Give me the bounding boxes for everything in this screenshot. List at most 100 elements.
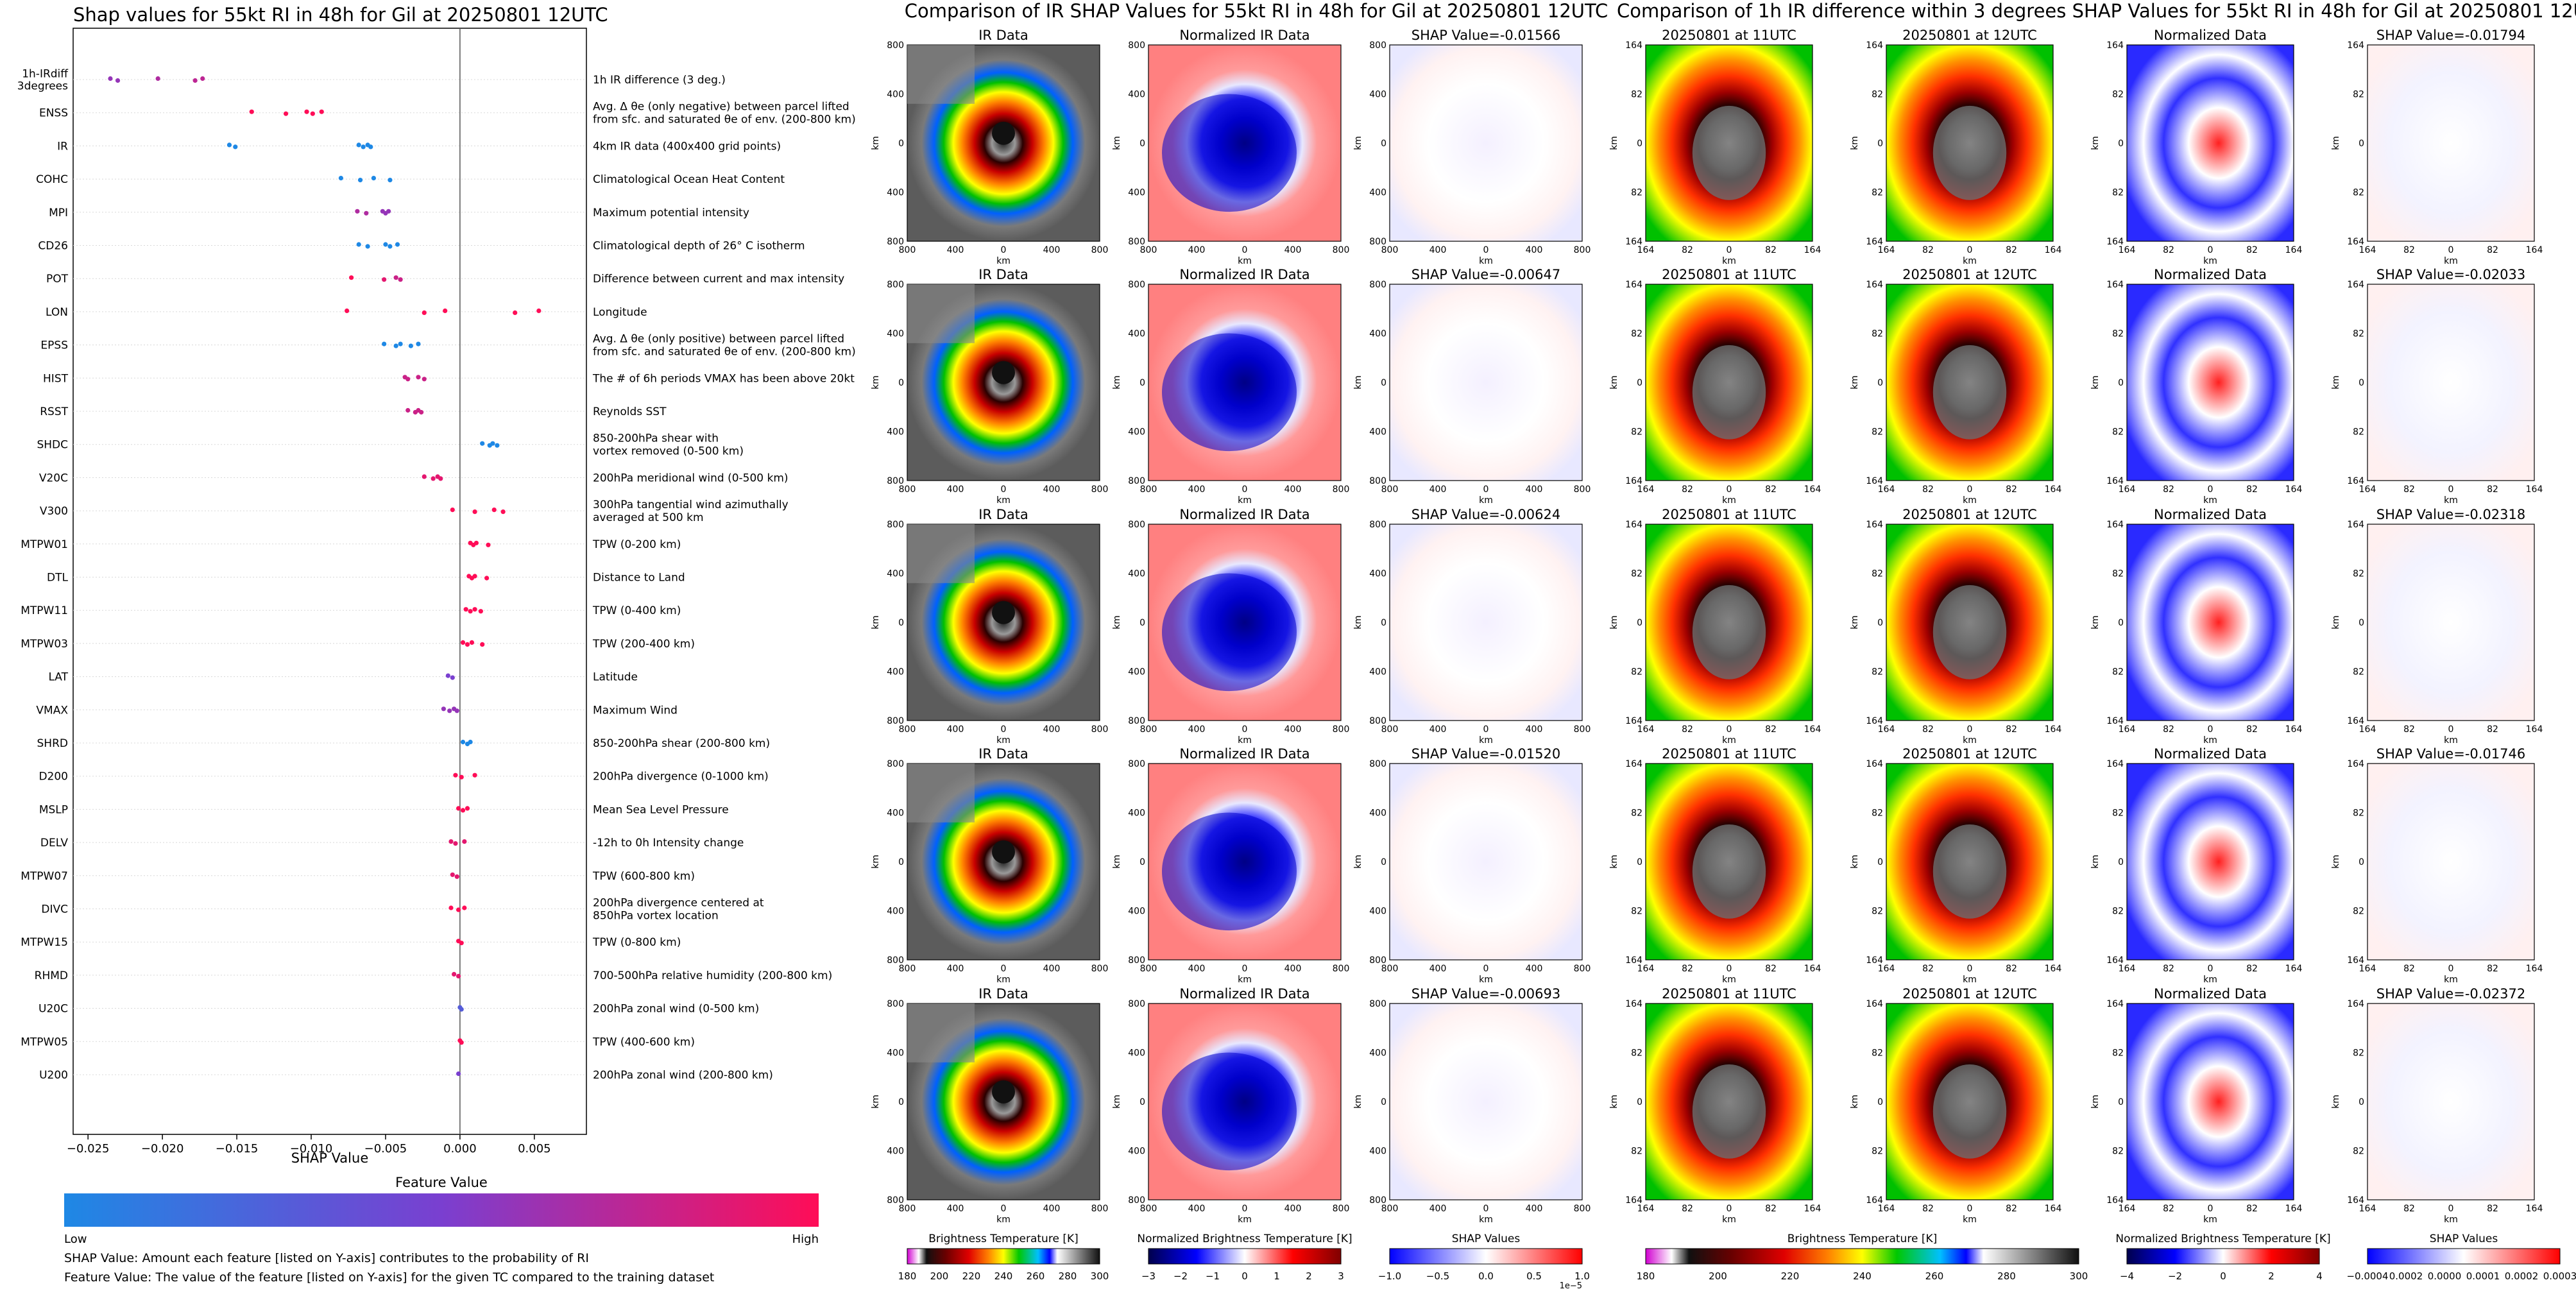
y-tick-label: 0 — [1877, 139, 1883, 149]
x-tick-label: 400 — [1284, 245, 1302, 255]
x-tick-label: 82 — [1682, 245, 1693, 255]
eyewall-region — [1692, 824, 1766, 919]
x-tick-label: 164 — [2119, 964, 2136, 974]
x-tick-label: 164 — [1637, 1204, 1655, 1214]
y-tick-label: 164 — [1625, 1195, 1642, 1206]
y-tick-label: 0 — [1139, 378, 1145, 388]
y-tick-label: 164 — [1866, 520, 1883, 530]
y-axis-label: km — [871, 615, 881, 629]
x-tick-label: 800 — [1140, 484, 1157, 495]
image-panel: Normalized Data1641648282008282164164kmk… — [2090, 267, 2302, 506]
x-tick-label: 82 — [2163, 724, 2174, 735]
x-axis-label: km — [1963, 1215, 1977, 1225]
image-panel: SHAP Value=-0.01794164164828200828216416… — [2331, 28, 2543, 266]
cold-cloud-region — [1162, 1052, 1297, 1171]
y-axis-label: km — [2090, 615, 2101, 629]
feature-name-label: U200 — [39, 1069, 68, 1082]
x-tick-label: 400 — [1188, 245, 1206, 255]
shap-point — [456, 1071, 461, 1077]
y-tick-label: 82 — [2353, 427, 2364, 438]
y-tick-label: 0 — [2358, 139, 2364, 149]
shap-point — [405, 407, 411, 413]
x-tick-label: 800 — [1333, 724, 1350, 735]
y-tick-label: 0 — [1637, 618, 1642, 628]
colorbar-tick-label: 240 — [994, 1270, 1013, 1282]
x-tick-label: 400 — [947, 484, 964, 495]
x-axis-label: km — [2444, 256, 2458, 266]
colorbar-tick-label: 280 — [1997, 1270, 2016, 1282]
x-tick-label: 82 — [2006, 484, 2017, 495]
y-tick-label: 82 — [1872, 667, 1883, 678]
shap-point — [473, 540, 479, 545]
y-tick-label: 400 — [1128, 907, 1145, 917]
image-area — [2367, 284, 2535, 481]
y-axis-label: km — [2090, 375, 2101, 389]
y-tick-label: 164 — [1866, 759, 1883, 769]
y-tick-label: 400 — [887, 808, 904, 819]
feature-name-label: POT — [46, 273, 69, 286]
note-shap-value: SHAP Value: Amount each feature [listed … — [64, 1251, 589, 1265]
note-feature-value: Feature Value: The value of the feature … — [64, 1270, 714, 1285]
y-tick-label: 400 — [1128, 1147, 1145, 1157]
x-tick-label: 82 — [2246, 964, 2258, 974]
x-tick-label: 164 — [2119, 724, 2136, 735]
x-tick-label: 82 — [1682, 484, 1693, 495]
y-tick-label: 164 — [1625, 476, 1642, 486]
image-area — [2126, 44, 2294, 242]
x-tick-label: 164 — [1878, 1204, 1895, 1214]
x-tick-label: 82 — [2487, 245, 2498, 255]
y-axis-label: km — [2331, 615, 2341, 629]
y-tick-label: 82 — [2112, 427, 2124, 438]
y-axis-label: km — [871, 375, 881, 389]
y-tick-label: 164 — [2347, 955, 2364, 966]
panel-title: 20250801 at 12UTC — [1902, 986, 2037, 1002]
y-tick-label: 82 — [1872, 808, 1883, 819]
x-tick-label: 0 — [1001, 964, 1007, 974]
colorbar-label: SHAP Values — [2430, 1233, 2498, 1245]
image-area — [2367, 524, 2535, 721]
x-tick-label: 800 — [1574, 964, 1591, 974]
y-tick-label: 800 — [1369, 716, 1386, 726]
x-tick-label: 164 — [2359, 1204, 2376, 1214]
x-tick-label: 0 — [1727, 1204, 1732, 1214]
shap-point — [357, 178, 363, 183]
x-tick-label: 400 — [1429, 1204, 1447, 1214]
x-axis-label: km — [1238, 495, 1252, 506]
shap-point — [382, 277, 387, 282]
y-tick-label: 82 — [1872, 188, 1883, 198]
x-tick-label: 400 — [1043, 245, 1061, 255]
x-tick-label: 164 — [2045, 724, 2062, 735]
eyewall-region — [1932, 345, 2007, 440]
y-tick-label: 0 — [2118, 1097, 2124, 1107]
colorbar-gradient — [2126, 1248, 2320, 1265]
y-tick-label: 0 — [898, 378, 904, 388]
x-tick-label: 82 — [2487, 1204, 2498, 1214]
cold-cloud-region — [1162, 573, 1297, 692]
y-tick-label: 0 — [898, 618, 904, 628]
colorbar-tick-label: 300 — [2070, 1270, 2088, 1282]
x-tick-label: 0 — [1001, 1204, 1007, 1214]
y-tick-label: 82 — [1872, 427, 1883, 438]
shap-point — [108, 76, 113, 81]
y-tick-label: 164 — [2106, 280, 2124, 290]
y-tick-label: 164 — [1866, 476, 1883, 486]
x-tick-label: 164 — [2526, 1204, 2543, 1214]
panel-title: 20250801 at 11UTC — [1662, 28, 1796, 43]
x-tick-label: 800 — [1140, 245, 1157, 255]
y-tick-label: 82 — [1631, 808, 1642, 819]
y-tick-label: 0 — [1381, 618, 1386, 628]
feature-name-label: MTPW11 — [21, 604, 68, 617]
y-axis-label: km — [1609, 136, 1619, 150]
shap-point — [472, 509, 477, 515]
x-tick-label: 164 — [2285, 724, 2303, 735]
x-tick-label: 164 — [2285, 964, 2303, 974]
feature-name-label: HIST — [43, 372, 69, 385]
x-tick-label: 82 — [1765, 484, 1777, 495]
image-colorbar: Brightness Temperature [K] 180 200 220 240 26… — [898, 1233, 1109, 1282]
x-tick-label: 400 — [947, 724, 964, 735]
x-tick-label: 82 — [2006, 964, 2017, 974]
x-tick-label: 400 — [1429, 245, 1447, 255]
image-panel: Normalized IR Data8008004004000040040080… — [1112, 28, 1349, 266]
y-tick-label: 82 — [2112, 329, 2124, 339]
